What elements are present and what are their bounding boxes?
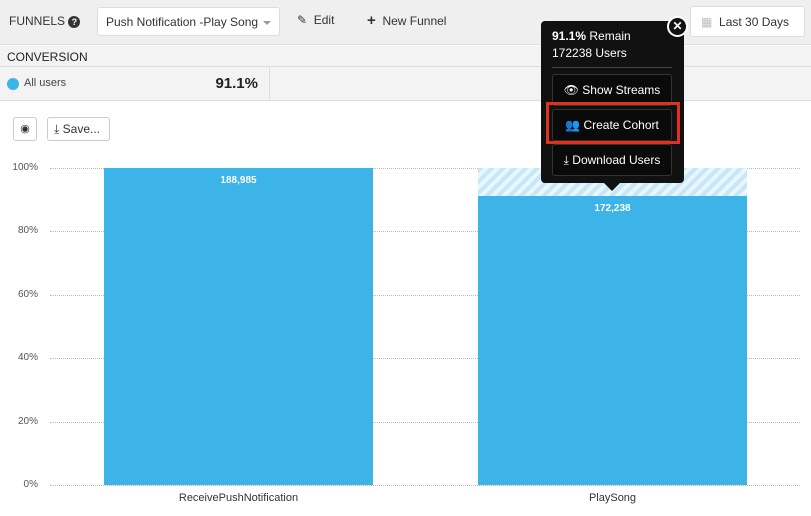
download-users-label: Download Users bbox=[572, 153, 661, 167]
remain-label: Remain bbox=[589, 29, 631, 43]
funnel-bar[interactable] bbox=[104, 168, 373, 485]
segment-row: All users 91.1% bbox=[0, 67, 811, 101]
close-icon[interactable]: ✕ bbox=[667, 16, 688, 37]
divider bbox=[269, 67, 270, 100]
help-icon[interactable]: ? bbox=[68, 16, 81, 28]
y-tick-label: 80% bbox=[17, 225, 38, 237]
dashboard-button[interactable]: ◉ bbox=[13, 117, 37, 141]
x-category-label: PlaySong bbox=[588, 492, 637, 504]
bar-count-label: 188,985 bbox=[220, 175, 257, 186]
show-streams-label: Show Streams bbox=[582, 83, 661, 97]
download-icon: ⤓ bbox=[54, 122, 60, 136]
y-tick-label: 40% bbox=[17, 352, 38, 364]
divider bbox=[552, 67, 672, 68]
create-cohort-button[interactable]: 👥 Create Cohort bbox=[552, 109, 672, 141]
segment-name: All users bbox=[24, 77, 67, 89]
plus-icon: + bbox=[367, 12, 376, 29]
download-users-button[interactable]: ⤓ Download Users bbox=[552, 144, 672, 176]
y-tick-label: 20% bbox=[17, 415, 38, 427]
y-tick-label: 100% bbox=[12, 162, 38, 173]
bar-count-label: 172,238 bbox=[594, 203, 631, 215]
gridline bbox=[50, 358, 800, 360]
gridline bbox=[50, 294, 800, 296]
download-icon: ⤓ bbox=[563, 153, 569, 167]
conversion-heading: CONVERSION bbox=[0, 46, 811, 67]
users-count: 172238 Users bbox=[552, 46, 627, 60]
y-tick-label: 0% bbox=[23, 479, 38, 490]
save-button[interactable]: ⤓ Save... bbox=[47, 117, 110, 141]
edit-label: Edit bbox=[313, 13, 335, 27]
gridline bbox=[50, 168, 800, 169]
segment-value: 91.1% bbox=[215, 75, 258, 92]
new-funnel-button[interactable]: + New Funnel bbox=[367, 12, 446, 29]
y-tick-label: 60% bbox=[17, 288, 38, 300]
funnel-select[interactable]: Push Notification -Play Song bbox=[97, 7, 280, 36]
edit-button[interactable]: ✎ Edit bbox=[297, 13, 334, 27]
eye-icon: 👁 bbox=[563, 83, 579, 97]
date-range-button[interactable]: ▦ Last 30 Days bbox=[690, 6, 805, 37]
x-category-label: ReceivePushNotification bbox=[178, 492, 299, 504]
date-range-label: Last 30 Days bbox=[719, 15, 790, 29]
chevron-down-icon bbox=[263, 21, 271, 29]
remain-text: 91.1% Remain bbox=[552, 29, 631, 43]
gridline bbox=[50, 485, 800, 486]
remain-percent: 91.1% bbox=[552, 29, 587, 43]
gridline bbox=[50, 421, 800, 423]
funnel-bar[interactable] bbox=[478, 196, 747, 485]
new-funnel-label: New Funnel bbox=[382, 14, 447, 28]
segment-color-dot bbox=[7, 78, 19, 90]
save-label: Save... bbox=[62, 122, 101, 136]
page-title: FUNNELS ? bbox=[9, 14, 81, 28]
funnel-select-value: Push Notification -Play Song bbox=[106, 15, 259, 29]
highlight-box bbox=[546, 102, 680, 144]
show-streams-button[interactable]: 👁 Show Streams bbox=[552, 74, 672, 106]
title-text: FUNNELS bbox=[9, 14, 66, 28]
tooltip-arrow bbox=[604, 183, 620, 191]
gridline bbox=[50, 231, 800, 233]
dashboard-icon: ◉ bbox=[20, 123, 30, 135]
create-cohort-label: Create Cohort bbox=[583, 118, 659, 132]
calendar-icon: ▦ bbox=[701, 15, 713, 29]
users-icon: 👥 bbox=[565, 118, 581, 132]
pencil-icon: ✎ bbox=[297, 13, 308, 27]
